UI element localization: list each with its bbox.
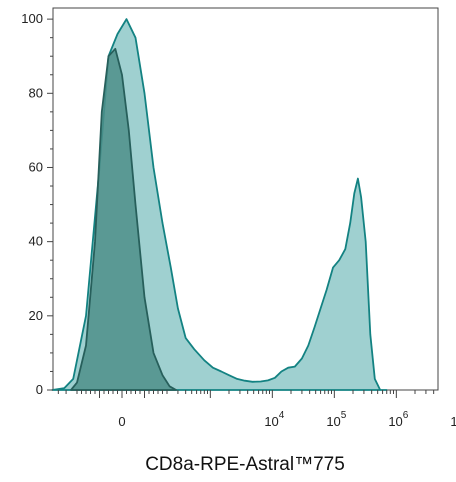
y-tick-label: 20 bbox=[29, 308, 43, 323]
y-axis: 0 20 40 60 80 100 bbox=[21, 11, 53, 397]
y-tick-label: 80 bbox=[29, 85, 43, 100]
y-tick-label: 0 bbox=[36, 382, 43, 397]
y-tick-label: 60 bbox=[29, 159, 43, 174]
x-tick-label: 0 bbox=[118, 414, 125, 429]
x-tick-label: 106 bbox=[388, 410, 408, 429]
x-tick-label: 105 bbox=[326, 410, 346, 429]
y-tick-label: 40 bbox=[29, 234, 43, 249]
y-tick-label: 100 bbox=[21, 11, 43, 26]
x-tick-label: 107 bbox=[450, 410, 456, 429]
x-axis-title: CD8a-RPE-Astral™775 bbox=[145, 454, 345, 475]
series-layer bbox=[51, 18, 388, 391]
series-area-control bbox=[70, 47, 177, 391]
x-axis: 0 104 105 106 107 bbox=[57, 390, 456, 429]
x-tick-label: 104 bbox=[264, 410, 284, 429]
